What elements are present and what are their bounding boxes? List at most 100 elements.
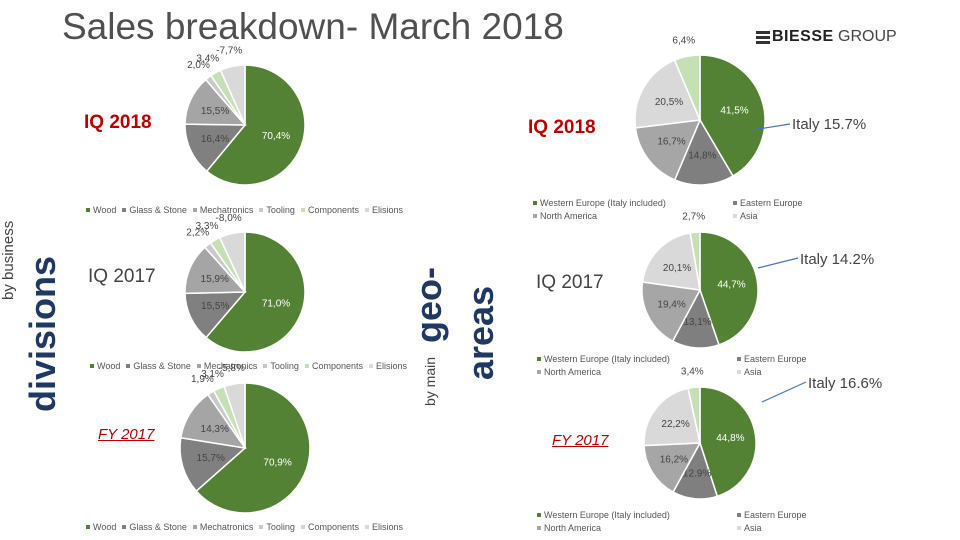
pie-slice [643,387,701,447]
legend-item: Tooling [270,361,299,371]
pie-slice [699,231,759,346]
legend-item: Elisions [371,522,403,532]
pie-slice-label: 44,7% [717,280,745,291]
pie-chart-0: 70,4% 16,4% 15,5% 2,0%3,4%-7,7% [184,46,306,186]
legend-item: Components [307,205,359,215]
pie-slice [184,123,247,173]
pie-slice-label: 70,4% [262,131,290,142]
pie-slice-label: 13,1% [683,317,711,328]
pie-slice [218,231,246,293]
pie-slice-label: -8,0% [216,213,242,224]
legend-divisions-fy17: Wood Glass & Stone Mechatronics Tooling Comp… [80,522,403,532]
legend-swatch [86,208,90,213]
pie-slice-label: 2,7% [682,211,705,222]
legend-item: Western Europe (Italy included) [537,510,670,520]
pie-chart-2: 70,9% 15,7% 14,3% 1,9%3,1%-5,8% [179,363,311,514]
pie-slice [223,382,246,449]
legend-swatch [304,364,309,369]
legend-swatch [364,525,369,530]
pie-slice-label: 2,2% [186,228,209,239]
pie-slice-label: 16,2% [660,454,688,465]
pie-slice-label: 15,7% [197,453,225,464]
legend-item: Glass & Stone [133,361,191,371]
chart-title-div-fy17: FY 2017 [98,426,155,443]
pie-slice [179,436,247,493]
legend-swatch [122,525,127,530]
pie-slice-label: 3,1% [201,369,224,380]
pie-slice [699,386,757,498]
pie-chart-4: 44,7% 13,1% 19,4% 20,1% 2,7% [641,211,759,349]
pie-slice [673,54,701,121]
pie-slice [699,54,766,178]
legend-item: Tooling [266,205,295,215]
italy-note-1q18: Italy 15.7% [792,116,867,133]
legend-swatch [259,525,264,530]
legend-item: North America [533,211,597,221]
legend-swatch [90,364,94,369]
legend-swatch [122,208,127,213]
pie-slice-label: 2,0% [187,60,210,71]
pie-slice-label: -5,8% [219,363,245,374]
pie-slice-label: 3,4% [196,54,219,65]
pie-slice [634,59,702,129]
legend-item: Mechatronics [199,205,254,215]
pie-slice-label: 71,0% [262,298,290,309]
logo-brand: BIESSE [772,28,834,45]
legend-swatch [196,364,201,369]
page-title: Sales breakdown- March 2018 [62,6,564,47]
legend-item: Components [307,522,359,532]
pie-slice-label: 16,7% [657,137,685,148]
pie-slice [687,386,701,444]
legend-swatch [300,208,305,213]
legend-item: Asia [737,367,762,377]
pie-slice [204,231,306,353]
pie-slice-label: 1,9% [191,374,214,385]
pie-slice-label: 70,9% [263,458,291,469]
legend-item: Wood [93,205,117,215]
pie-slice-label: 16,4% [201,134,229,145]
pie-slice-label: 44,8% [716,433,744,444]
legend-swatch [259,208,264,213]
legend-swatch [300,525,305,530]
pie-slice-label: 15,5% [201,106,229,117]
legend-item: Elisions [375,361,407,371]
legend-item: Western Europe (Italy included) [537,354,670,364]
italy-note-1q17: Italy 14.2% [800,251,875,268]
company-logo: BIESSE GROUP [756,28,897,48]
pie-slice-label: -7,7% [216,46,242,57]
italy-arrow-1 [757,257,799,269]
pie-slice-label: 41,5% [720,106,748,117]
pie-slice-label: 3,3% [196,221,219,232]
pie-slice [184,246,247,295]
legend-item: Eastern Europe [737,510,807,520]
pie-chart-1: 71,0% 15,5% 15,9% 2,2%3,3%-8,0% [184,213,306,353]
legend-item: Tooling [266,522,295,532]
italy-note-fy17: Italy 16.6% [808,375,883,392]
legend-swatch [368,364,373,369]
pie-slice [195,382,311,514]
pie-slice-label: 12.9% [683,469,711,480]
legend-item: Western Europe (Italy included) [533,198,666,208]
legend-swatch [126,364,131,369]
pie-chart-3: 41,5% 14,8%16,7% 20,5% 6,4% [634,36,766,186]
pie-slice-label: 14,3% [201,424,229,435]
legend-swatch [192,208,197,213]
legend-item: Asia [733,211,758,221]
pie-slice [219,64,246,126]
legend-divisions-1q18: Wood Glass & Stone Mechatronics Tooling Comp… [80,205,403,215]
logo-suffix: GROUP [838,28,897,45]
legend-item: Components [311,361,363,371]
legend-item: Wood [97,361,121,371]
legend-item: Glass & Stone [129,205,187,215]
legend-item: Eastern Europe [737,354,807,364]
legend-swatch [192,525,197,530]
pie-slice-label: 20,1% [663,263,691,274]
pie-chart-5: 44,8% 12.9% 16,2% 22,2% 3,4% [643,366,757,500]
pie-slice [205,64,306,186]
legend-swatch [364,208,369,213]
pie-slice-label: 14,8% [688,151,716,162]
legend-item: Mechatronics [199,522,254,532]
pie-slice [641,281,702,343]
pie-slice-label: 20,5% [655,97,683,108]
